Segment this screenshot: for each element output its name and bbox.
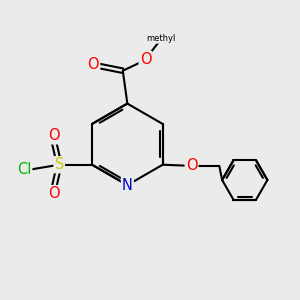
Text: methyl: methyl — [147, 34, 176, 43]
Text: O: O — [186, 158, 197, 173]
Text: O: O — [48, 128, 59, 143]
Text: O: O — [48, 186, 59, 201]
Text: N: N — [122, 178, 133, 193]
Text: S: S — [55, 157, 64, 172]
Text: Cl: Cl — [17, 162, 31, 177]
Text: O: O — [88, 57, 99, 72]
Text: O: O — [140, 52, 151, 67]
